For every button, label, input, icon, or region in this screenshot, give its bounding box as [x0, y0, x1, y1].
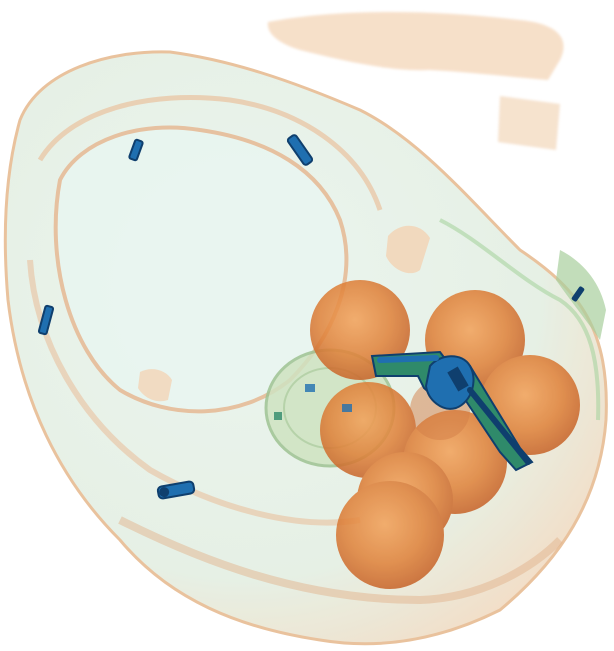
zipper-pull [128, 138, 144, 162]
zipper-pull [571, 286, 585, 302]
orange [336, 481, 444, 589]
zipper-pull [286, 134, 314, 166]
zipper-pull [156, 480, 196, 500]
metal-fragments [274, 384, 352, 420]
zipper-pull [37, 304, 55, 336]
strap [267, 11, 564, 150]
revolver [370, 350, 534, 472]
zipper-pulls [37, 134, 585, 500]
